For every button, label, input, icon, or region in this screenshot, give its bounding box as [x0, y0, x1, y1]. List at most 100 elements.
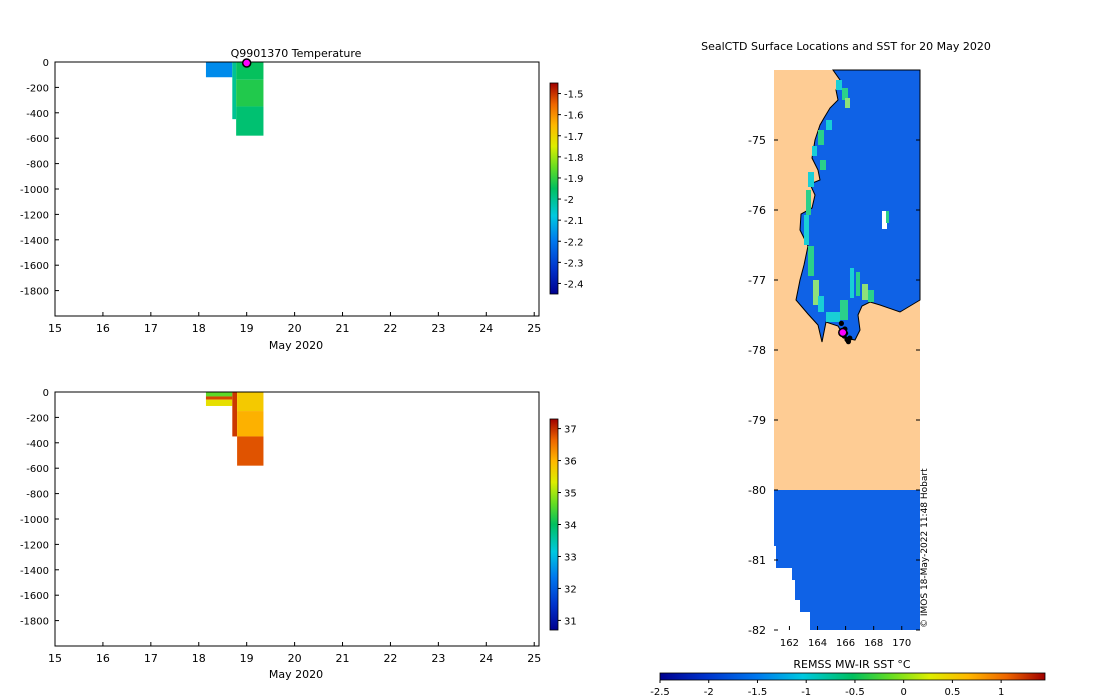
- colorbar-tick-label: -2.3: [564, 258, 584, 269]
- colorbar-tick-label: -2: [564, 195, 574, 206]
- y-tick-label: -600: [26, 464, 49, 475]
- profile-cell: [205, 396, 233, 400]
- seal-surface-locations: [838, 320, 853, 345]
- latest-profile-marker: [241, 58, 252, 68]
- temperature-x-axis-label: May 2020: [269, 339, 323, 352]
- sst-map: SealCTD Surface Locations and SST for 20…: [650, 40, 1046, 698]
- colorbar-tick-label: 31: [564, 616, 577, 627]
- temperature-plot-frame: [54, 61, 540, 317]
- profile-cell: [205, 62, 233, 78]
- colorbar-tick-label: -1.9: [564, 174, 584, 185]
- lat-tick-label: -80: [748, 484, 766, 497]
- sst-colorbar-tick-label: -1.5: [748, 687, 768, 698]
- x-tick-label: 20: [288, 322, 302, 335]
- colorbar-tick-label: -1.5: [564, 90, 584, 101]
- x-tick-label: 16: [96, 652, 110, 665]
- lat-tick-label: -78: [748, 344, 766, 357]
- lon-tick-label: 166: [836, 638, 855, 649]
- lon-tick-label: 168: [864, 638, 883, 649]
- x-tick-label: 15: [48, 652, 62, 665]
- y-tick-label: -1600: [20, 591, 49, 602]
- y-tick-label: -1400: [20, 566, 49, 577]
- x-tick-label: 19: [240, 652, 254, 665]
- salinity-section-chart: 15 16 17 18 19 20 21 22 23 24 25 0 -200 -400 -600 -800…: [20, 388, 577, 681]
- salinity-colorbar: [549, 418, 559, 631]
- y-tick-label: 0: [43, 388, 49, 399]
- sst-colorbar-tick-label: -0.5: [845, 687, 865, 698]
- y-tick-label: -200: [26, 413, 49, 424]
- imos-watermark: © IMOS 18-May-2022 11:48 Hobart: [920, 468, 930, 628]
- sst-colorbar-tick-label: -1: [801, 687, 811, 698]
- sst-colorbar-tick-label: 1: [998, 687, 1004, 698]
- temperature-section-chart: Q9901370 Temperature 15 16 17 18 19 20 21 22 23 2…: [20, 47, 584, 352]
- lat-tick-label: -77: [748, 274, 766, 287]
- temperature-y-ticks: 0 -200 -400 -600 -800 -1000 -1200 -1400 -1600 -18…: [20, 58, 59, 298]
- sst-colorbar-tick-label: 0: [900, 687, 906, 698]
- lat-tick-label: -79: [748, 414, 766, 427]
- y-tick-label: -800: [26, 160, 49, 171]
- lat-tick-label: -81: [748, 554, 766, 567]
- colorbar-tick-label: 35: [564, 489, 577, 500]
- sst-colorbar-ticks: -2.5 -2 -1.5 -1 -0.5 0 0.5 1: [650, 680, 1004, 698]
- temperature-x-ticks: 15 16 17 18 19 20 21 22 23 24 25: [48, 312, 541, 335]
- lat-tick-label: -82: [748, 624, 766, 637]
- colorbar-tick-label: -1.7: [564, 132, 584, 143]
- y-tick-label: -1800: [20, 287, 49, 298]
- x-tick-label: 24: [479, 322, 493, 335]
- profile-cell: [232, 62, 237, 120]
- map-longitude-ticks: 162 164 166 168 170: [780, 626, 911, 649]
- colorbar-tick-label: 32: [564, 584, 577, 595]
- colorbar-tick-label: 34: [564, 521, 577, 532]
- seal-position-point: [838, 320, 844, 326]
- y-tick-label: -1000: [20, 185, 49, 196]
- x-tick-label: 16: [96, 322, 110, 335]
- map-title: SealCTD Surface Locations and SST for 20…: [701, 40, 991, 53]
- salinity-x-ticks: 15 16 17 18 19 20 21 22 23 24 25: [48, 642, 541, 665]
- x-tick-label: 22: [383, 652, 397, 665]
- salinity-y-ticks: 0 -200 -400 -600 -800 -1000 -1200 -1400 -1600 -18…: [20, 388, 59, 628]
- colorbar-tick-label: 33: [564, 552, 577, 563]
- lat-tick-label: -75: [748, 134, 766, 147]
- salinity-colorbar-ticks: 37 36 35 34 33 32 31: [558, 425, 577, 627]
- southern-no-data: [774, 490, 810, 630]
- colorbar-tick-label: 37: [564, 425, 577, 436]
- sst-colorbar: [659, 672, 1046, 681]
- profile-cell: [237, 411, 264, 437]
- y-tick-label: -1800: [20, 617, 49, 628]
- lat-tick-label: -76: [748, 204, 766, 217]
- lon-tick-label: 164: [808, 638, 827, 649]
- y-tick-label: -1000: [20, 515, 49, 526]
- x-tick-label: 23: [431, 652, 445, 665]
- sst-colorbar-tick-label: -2.5: [650, 687, 670, 698]
- y-tick-label: -1600: [20, 261, 49, 272]
- colorbar-tick-label: -1.6: [564, 111, 584, 122]
- y-tick-label: -400: [26, 439, 49, 450]
- profile-cell: [236, 79, 264, 107]
- x-tick-label: 23: [431, 322, 445, 335]
- y-tick-label: -1200: [20, 540, 49, 551]
- y-tick-label: -600: [26, 134, 49, 145]
- seal-position-point: [845, 339, 852, 345]
- lon-tick-label: 162: [780, 638, 799, 649]
- sst-colorbar-label: REMSS MW-IR SST °C: [793, 658, 911, 671]
- x-tick-label: 17: [144, 652, 158, 665]
- profile-cell: [237, 436, 264, 466]
- colorbar-tick-label: -2.4: [564, 279, 584, 290]
- y-tick-label: -1200: [20, 210, 49, 221]
- y-tick-label: -200: [26, 83, 49, 94]
- profile-cell: [236, 106, 264, 136]
- x-tick-label: 20: [288, 652, 302, 665]
- x-tick-label: 22: [383, 322, 397, 335]
- x-tick-label: 21: [336, 652, 350, 665]
- y-tick-label: 0: [43, 58, 49, 69]
- x-tick-label: 25: [527, 322, 541, 335]
- x-tick-label: 21: [336, 322, 350, 335]
- profile-cell: [232, 392, 238, 437]
- colorbar-tick-label: 36: [564, 457, 577, 468]
- temperature-colorbar-ticks: -1.5 -1.6 -1.7 -1.8 -1.9 -2 -2.1 -2.2 -2.3 -2.4: [558, 90, 584, 290]
- y-tick-label: -1400: [20, 236, 49, 247]
- colorbar-tick-label: -1.8: [564, 153, 584, 164]
- latest-profile-point: [241, 58, 252, 68]
- sst-colorbar-tick-label: -2: [704, 687, 714, 698]
